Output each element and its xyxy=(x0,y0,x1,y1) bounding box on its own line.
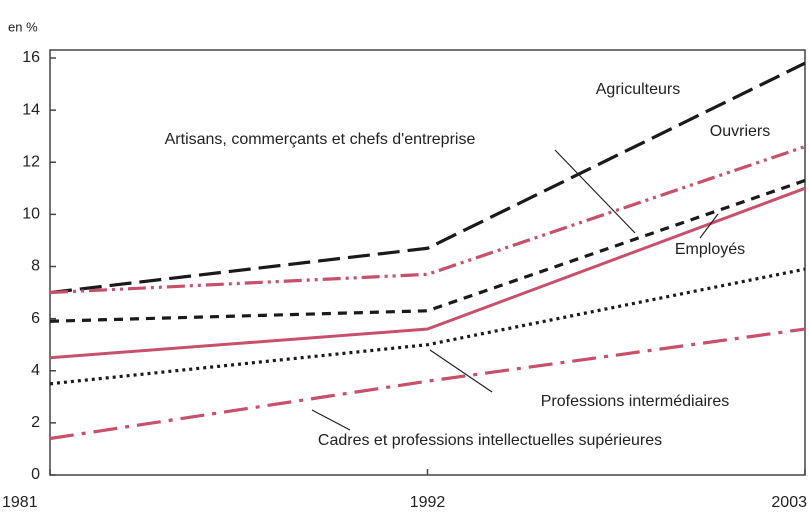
y-tick-label: 10 xyxy=(22,206,40,223)
y-tick-label: 12 xyxy=(22,153,40,170)
series-label: Agriculteurs xyxy=(596,81,680,98)
y-tick-label: 2 xyxy=(31,414,40,431)
series-line xyxy=(49,327,806,441)
y-tick-label: 6 xyxy=(31,310,40,327)
leader-line xyxy=(699,213,719,239)
y-tick-label: 8 xyxy=(31,258,40,275)
y-axis-label: en % xyxy=(8,19,38,34)
y-tick-label: 14 xyxy=(22,101,40,118)
y-tick-label: 0 xyxy=(31,466,40,483)
series-line xyxy=(49,145,806,295)
x-tick-label: 1992 xyxy=(410,494,446,511)
leader-line xyxy=(554,149,636,234)
leader-line xyxy=(429,349,493,393)
series-label: Artisans, commerçants et chefs d'entrepr… xyxy=(165,131,476,148)
x-tick-label: 1981 xyxy=(2,494,38,511)
series-label: Cadres et professions intellectuelles su… xyxy=(318,432,662,449)
series-line xyxy=(49,186,806,360)
y-tick-label: 4 xyxy=(31,362,40,379)
series-line xyxy=(49,61,806,295)
plot-frame xyxy=(49,49,806,476)
series-label: Ouvriers xyxy=(710,123,770,140)
leader-line xyxy=(311,409,351,431)
y-tick-label: 16 xyxy=(22,49,40,66)
x-tick-label: 2003 xyxy=(771,494,807,511)
series-line xyxy=(49,178,806,323)
series-label: Professions intermédiaires xyxy=(541,393,730,410)
series-label: Employés xyxy=(675,241,745,258)
series-line xyxy=(49,267,806,386)
